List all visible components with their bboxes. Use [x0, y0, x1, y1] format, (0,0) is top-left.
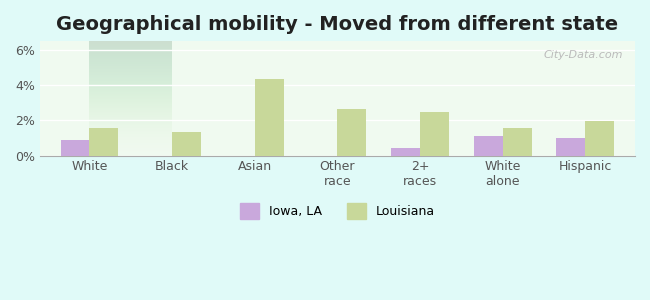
Bar: [337, 109, 367, 156]
Bar: [556, 138, 586, 156]
Bar: [172, 132, 201, 156]
Title: Geographical mobility - Moved from different state: Geographical mobility - Moved from diffe…: [57, 15, 619, 34]
Bar: [255, 79, 283, 156]
Bar: [420, 112, 449, 156]
Bar: [391, 148, 420, 156]
Bar: [90, 128, 118, 156]
Bar: [474, 136, 502, 156]
Bar: [586, 121, 614, 156]
Text: City-Data.com: City-Data.com: [543, 50, 623, 60]
Bar: [60, 140, 90, 156]
Legend: Iowa, LA, Louisiana: Iowa, LA, Louisiana: [235, 199, 440, 224]
Bar: [502, 128, 532, 156]
